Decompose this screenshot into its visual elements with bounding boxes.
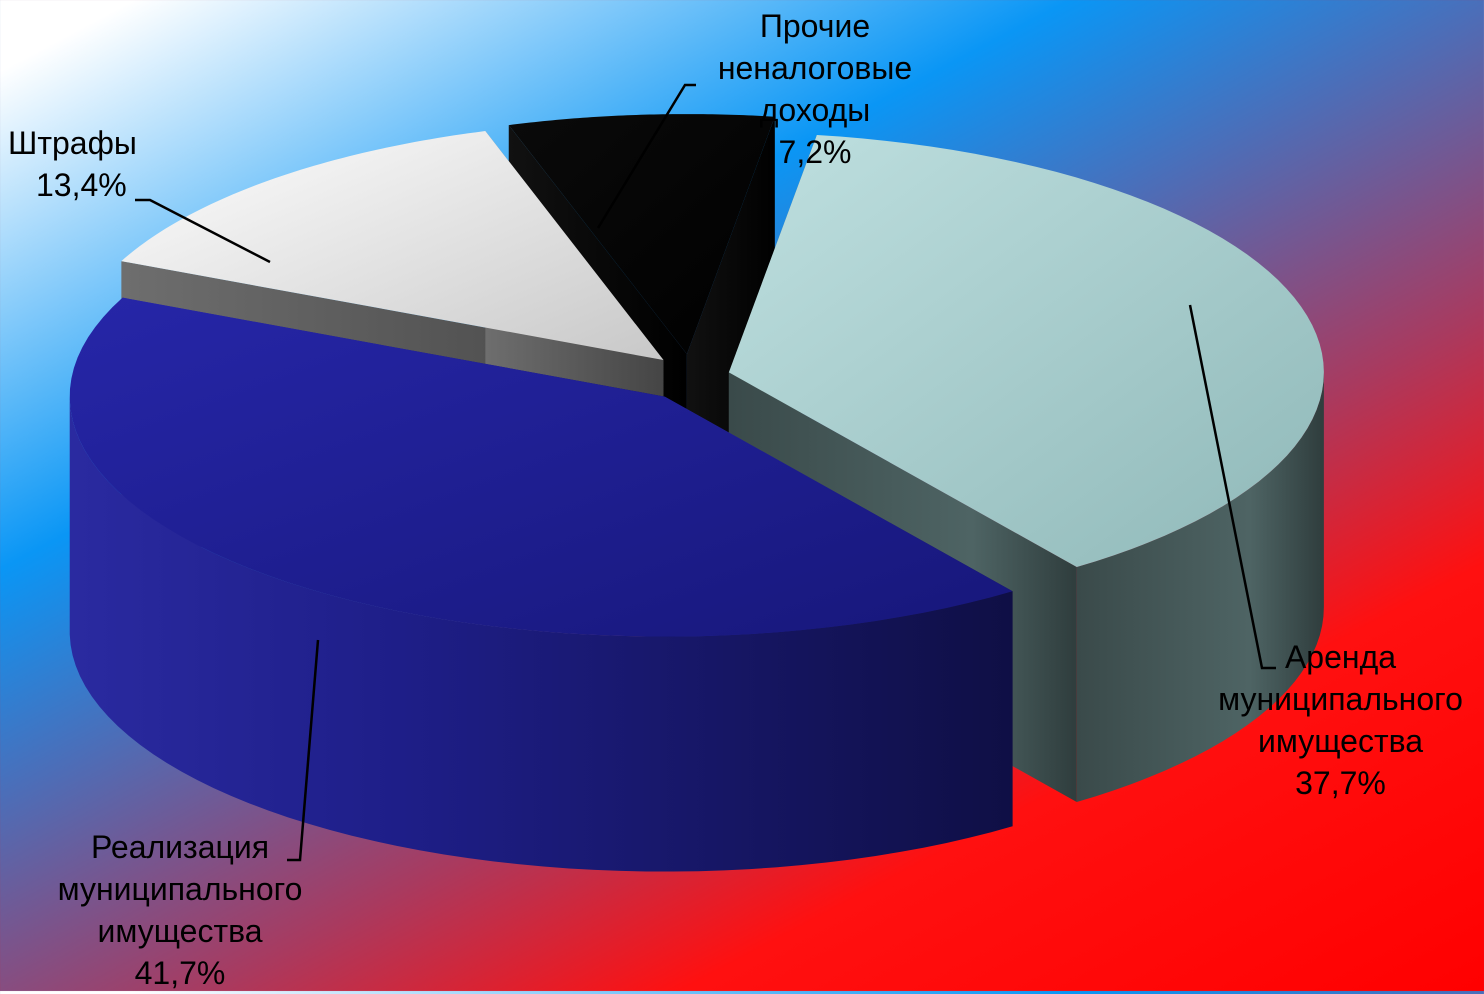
pie-slice-rim [69,399,1013,872]
slice-label-line: имущества [1257,723,1424,759]
leader-line-realizatsiya [287,639,320,862]
slice-label-line: муниципального [57,871,303,907]
pie-slice-realizatsiya [69,297,1013,872]
pie-slice-top [508,114,775,355]
slice-label-line: доходы [759,92,871,128]
slice-label-line: неналоговые [717,50,913,86]
slice-label-arenda: Аренда муниципального имущества 37,7% [1198,636,1483,804]
slice-label-line: Штрафы [8,125,137,161]
slice-value-label: 41,7% [134,955,226,991]
slice-label-line: Аренда [1284,639,1397,675]
slice-label-realizatsiya: Реализация муниципального имущества 41,7… [30,826,330,994]
slice-label-shtrafy: Штрафы 13,4% [8,122,168,206]
slice-label-line: муниципального [1218,681,1463,717]
slice-label-line: Реализация [90,829,270,865]
pie-slice-rim [1076,372,1324,803]
leader-line-arenda [1188,304,1276,670]
slice-label-line: имущества [97,913,263,949]
slice-value-label: 37,7% [1295,765,1386,801]
slice-label-line: Прочие [759,8,871,44]
slice-value-label: 13,4% [36,167,127,203]
leader-line-prochie [596,83,696,229]
leader-line-shtrafy [135,198,271,264]
pie-slice-top [728,134,1324,568]
slice-value-label: 7,2% [778,134,852,170]
slice-label-prochie: Прочие неналоговые доходы 7,2% [690,5,940,173]
pie-slice-top [121,131,664,361]
pie-slice-top [69,297,1013,637]
